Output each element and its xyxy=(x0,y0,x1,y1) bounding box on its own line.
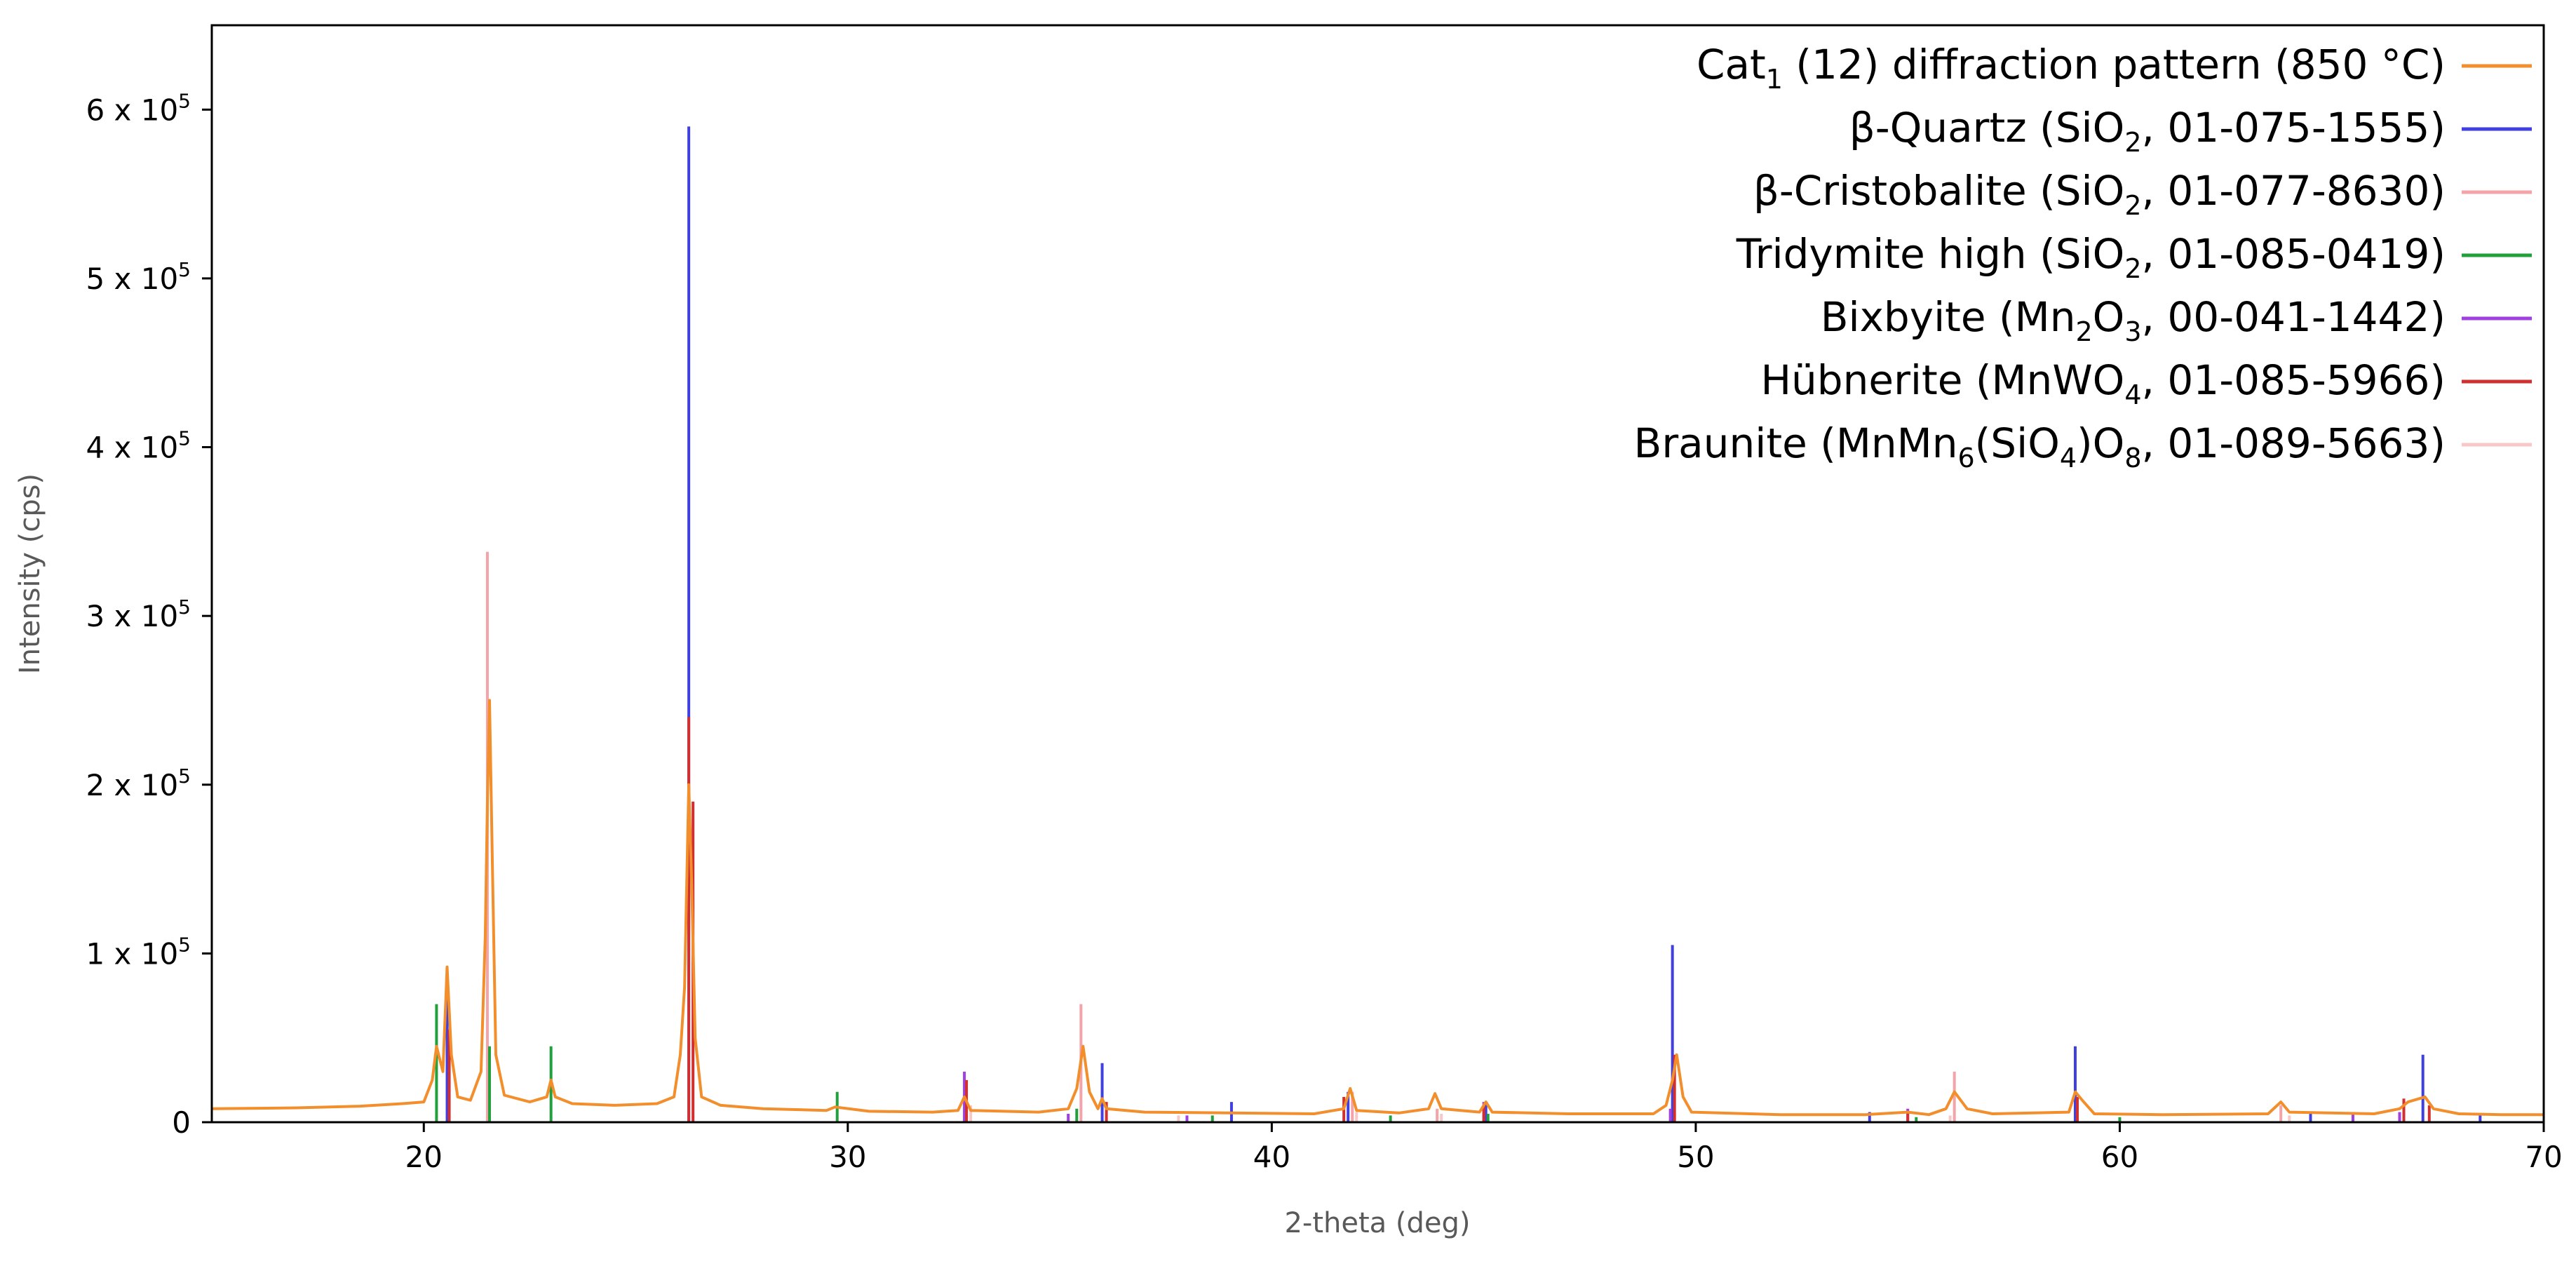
x-tick-label: 40 xyxy=(1253,1140,1290,1174)
legend-entry-5: Hübnerite (MnWO4, 01-085-5966) xyxy=(1760,356,2532,410)
legend-label: Braunite (MnMn6(SiO4)O8, 01-089-5663) xyxy=(1634,419,2446,473)
diffraction-pattern-layer xyxy=(211,699,2544,1117)
legend-label: β-Quartz (SiO2, 01-075-1555) xyxy=(1849,104,2446,158)
series-group-5 xyxy=(969,1105,2291,1122)
legend-label: Hübnerite (MnWO4, 01-085-5966) xyxy=(1760,356,2446,410)
y-tick-label: 6 x 105 xyxy=(86,89,191,127)
legend-entry-3: Tridymite high (SiO2, 01-085-0419) xyxy=(1736,230,2532,284)
y-axis-title: Intensity (cps) xyxy=(14,473,46,674)
x-axis-title: 2-theta (deg) xyxy=(1284,1207,1470,1239)
y-tick-label: 4 x 105 xyxy=(86,427,191,465)
x-tick-label: 70 xyxy=(2525,1140,2562,1174)
legend-label: Tridymite high (SiO2, 01-085-0419) xyxy=(1736,230,2446,284)
x-tick-label: 60 xyxy=(2101,1140,2138,1174)
legend-entry-1: β-Quartz (SiO2, 01-075-1555) xyxy=(1849,104,2532,158)
x-axis-ticks: 20 30 40 50 60 70 xyxy=(405,1122,2563,1174)
y-axis-ticks: 0 1 x 105 2 x 105 3 x 105 4 x 105 5 x 105 6 x … xyxy=(86,89,212,1140)
y-tick-label: 5 x 105 xyxy=(86,258,191,296)
y-tick-label: 2 x 105 xyxy=(86,765,191,802)
legend: Cat1 (12) diffraction pattern (850 °C) β-… xyxy=(1634,41,2532,473)
legend-entry-4: Bixbyite (Mn2O3, 00-041-1442) xyxy=(1821,293,2532,347)
series-group-1 xyxy=(485,551,2283,1122)
legend-label: Bixbyite (Mn2O3, 00-041-1442) xyxy=(1821,293,2446,347)
legend-entry-2: β-Cristobalite (SiO2, 01-077-8630) xyxy=(1753,167,2532,221)
x-tick-label: 20 xyxy=(405,1140,443,1174)
y-tick-label: 3 x 105 xyxy=(86,595,191,633)
y-tick-label: 1 x 105 xyxy=(86,933,191,971)
legend-entry-0: Cat1 (12) diffraction pattern (850 °C) xyxy=(1697,41,2532,95)
x-tick-label: 30 xyxy=(829,1140,866,1174)
plot-frame xyxy=(210,24,2545,1124)
series-group-4 xyxy=(447,717,2431,1122)
legend-label: β-Cristobalite (SiO2, 01-077-8630) xyxy=(1753,167,2446,221)
diffraction-pattern-line xyxy=(211,699,2544,1117)
legend-entry-6: Braunite (MnMn6(SiO4)O8, 01-089-5663) xyxy=(1634,419,2532,473)
y-tick-label: 0 xyxy=(172,1105,191,1140)
legend-label: Cat1 (12) diffraction pattern (850 °C) xyxy=(1697,41,2446,95)
x-tick-label: 50 xyxy=(1677,1140,1714,1174)
